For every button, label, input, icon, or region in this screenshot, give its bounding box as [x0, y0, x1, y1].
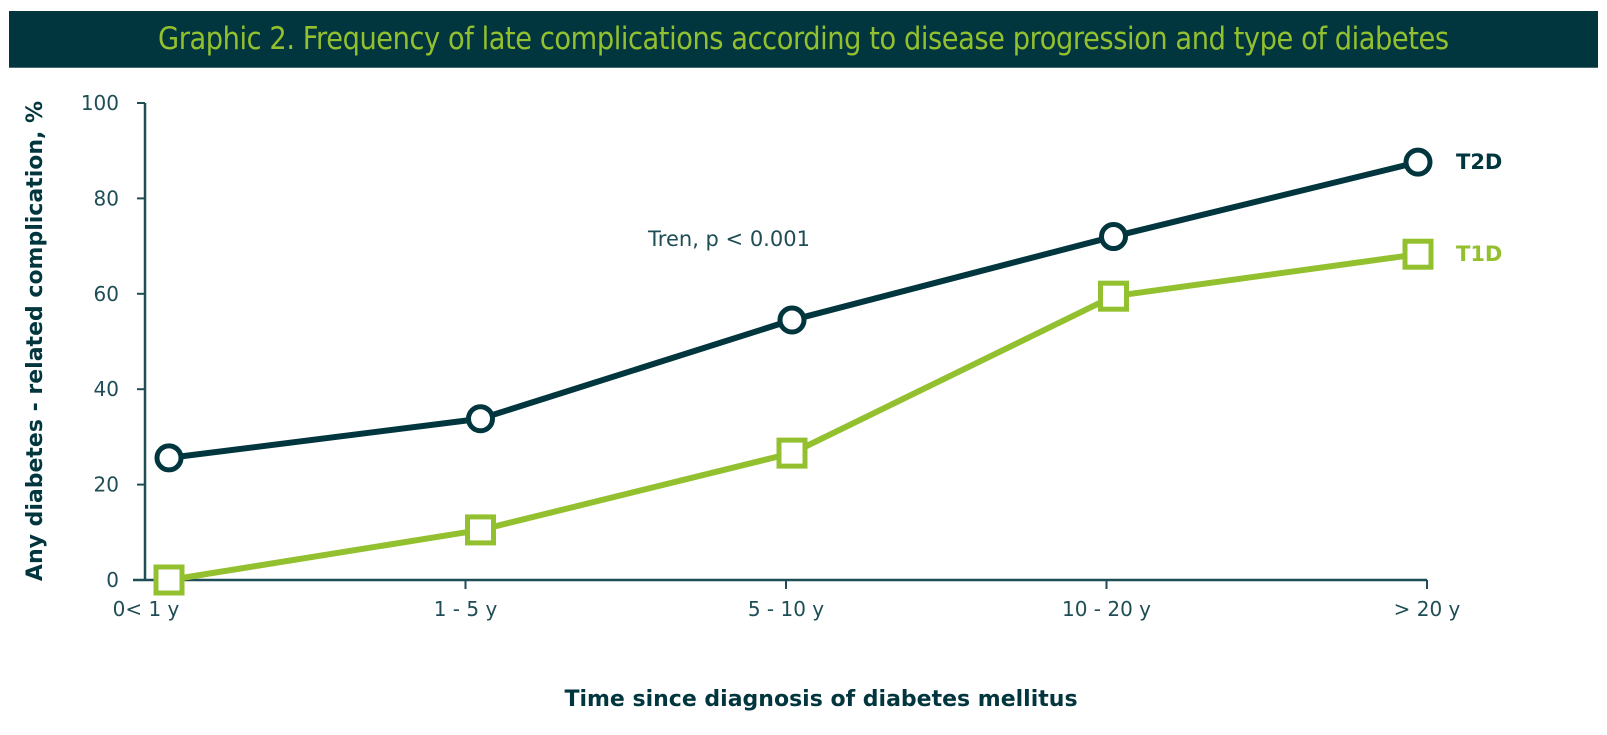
data-point-t2d: [1403, 147, 1433, 177]
y-tick-label: 20: [94, 473, 119, 497]
x-axis-title: Time since diagnosis of diabetes mellitu…: [564, 687, 1077, 712]
x-tick-label: > 20 y: [1394, 597, 1461, 621]
trend-annotation: Tren, p < 0.001: [647, 227, 810, 251]
chart-title: Graphic 2. Frequency of late complicatio…: [158, 21, 1449, 57]
x-tick-label: 0< 1 y: [113, 597, 180, 621]
data-point-t2d: [1099, 222, 1128, 252]
y-tick-label: 100: [81, 91, 119, 115]
x-tick-label: 5 - 10 y: [748, 597, 824, 621]
y-axis-title: Any diabetes - related complication, %: [23, 101, 48, 581]
chart-title-bar: Graphic 2. Frequency of late complicatio…: [9, 11, 1598, 68]
y-tick-label: 0: [106, 568, 119, 592]
series-line-t1d: [168, 251, 1419, 583]
data-point-t2d: [154, 443, 184, 473]
series-label-t1d: T1D: [1456, 242, 1502, 266]
data-point-t1d: [465, 514, 496, 546]
series-layer: T2D T1D: [153, 147, 1502, 596]
series-t2d: T2D: [154, 147, 1502, 473]
data-point-t1d: [153, 564, 185, 596]
data-point-t1d: [1098, 280, 1129, 312]
series-label-t2d: T2D: [1456, 150, 1502, 174]
x-tick-label: 10 - 20 y: [1062, 597, 1151, 621]
data-point-t2d: [777, 305, 807, 335]
data-point-t1d: [776, 437, 808, 469]
y-tick-label: 80: [94, 186, 119, 210]
series-t1d: T1D: [153, 238, 1502, 596]
y-tick-label: 40: [94, 377, 119, 401]
x-tick-label: 1 - 5 y: [434, 597, 498, 621]
y-tick-label: 60: [94, 282, 119, 306]
data-point-t1d: [1402, 238, 1434, 270]
data-point-t2d: [466, 404, 495, 434]
axes: 0 20 40 60 80 100 0< 1 y 1 - 5 y 5 - 10 y 10 - 20…: [81, 91, 1461, 621]
